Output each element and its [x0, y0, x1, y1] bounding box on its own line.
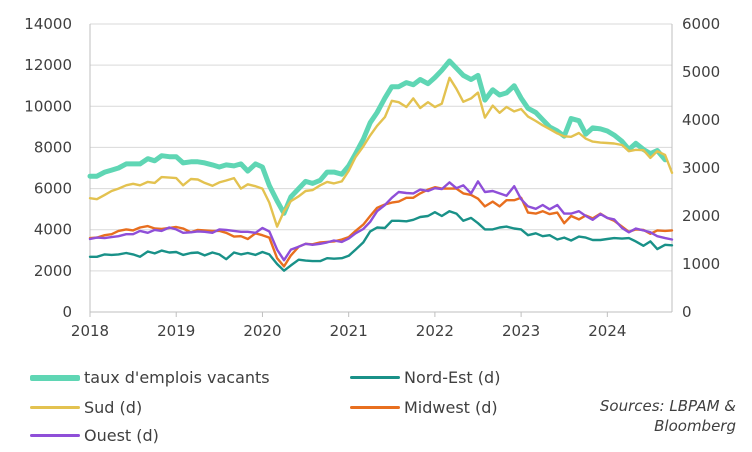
x-tick-label: 2023: [502, 322, 540, 340]
line-chart: 0 2000 4000 6000 8000 10000 12000 14000 0 1000 200…: [24, 15, 720, 340]
y-left-tick-label: 6000: [34, 180, 72, 198]
y-left-tick-label: 10000: [24, 97, 72, 115]
y-right-tick-label: 0: [682, 303, 692, 321]
series-line-2: [88, 76, 674, 228]
chart-grid: [90, 23, 672, 313]
y-right-tick-label: 4000: [682, 111, 720, 129]
x-tick-label: 2020: [243, 322, 281, 340]
chart-axes: [89, 24, 673, 317]
legend-label: taux d'emplois vacants: [84, 368, 270, 387]
legend-swatch-midwest: [350, 406, 400, 409]
series-line-0: [87, 58, 668, 216]
y-right-tick-label: 3000: [682, 159, 720, 177]
legend-label: Ouest (d): [84, 426, 159, 445]
y-left-tick-label: 14000: [24, 15, 72, 33]
legend-swatch-taux-emplois-vacants: [30, 374, 80, 381]
y-left-tick-label: 12000: [24, 56, 72, 74]
chart-series: [87, 58, 674, 272]
x-tick-label: 2019: [157, 322, 195, 340]
x-tick-label: 2024: [588, 322, 626, 340]
y-left-tick-label: 4000: [34, 221, 72, 239]
legend-item-taux-emplois-vacants: taux d'emplois vacants: [30, 368, 270, 387]
source-note: Sources: LBPAM & Bloomberg: [600, 396, 736, 436]
chart-tick-labels: 0 2000 4000 6000 8000 10000 12000 14000 0 1000 200…: [24, 15, 720, 340]
legend-swatch-nord-est: [350, 376, 400, 379]
series-line-3: [88, 186, 674, 268]
series-line-4: [88, 180, 674, 262]
legend-swatch-sud: [30, 406, 80, 409]
y-left-tick-label: 8000: [34, 138, 72, 156]
legend-label: Sud (d): [84, 398, 143, 417]
legend-label: Nord-Est (d): [404, 368, 501, 387]
legend-item-sud: Sud (d): [30, 398, 142, 417]
source-line-2: Bloomberg: [654, 417, 736, 435]
y-right-tick-label: 6000: [682, 15, 720, 33]
y-right-tick-label: 5000: [682, 63, 720, 81]
y-left-tick-label: 0: [62, 303, 72, 321]
legend-swatch-ouest: [30, 434, 80, 437]
y-left-tick-label: 2000: [34, 262, 72, 280]
series-line-1: [88, 210, 674, 272]
x-tick-label: 2022: [416, 322, 454, 340]
x-tick-label: 2021: [330, 322, 368, 340]
y-right-tick-label: 1000: [682, 255, 720, 273]
legend-label: Midwest (d): [404, 398, 498, 417]
legend-item-nord-est: Nord-Est (d): [350, 368, 500, 387]
legend-item-ouest: Ouest (d): [30, 426, 159, 445]
x-tick-label: 2018: [71, 322, 109, 340]
y-right-tick-label: 2000: [682, 207, 720, 225]
source-line-1: Sources: LBPAM &: [599, 397, 736, 415]
legend-item-midwest: Midwest (d): [350, 398, 498, 417]
